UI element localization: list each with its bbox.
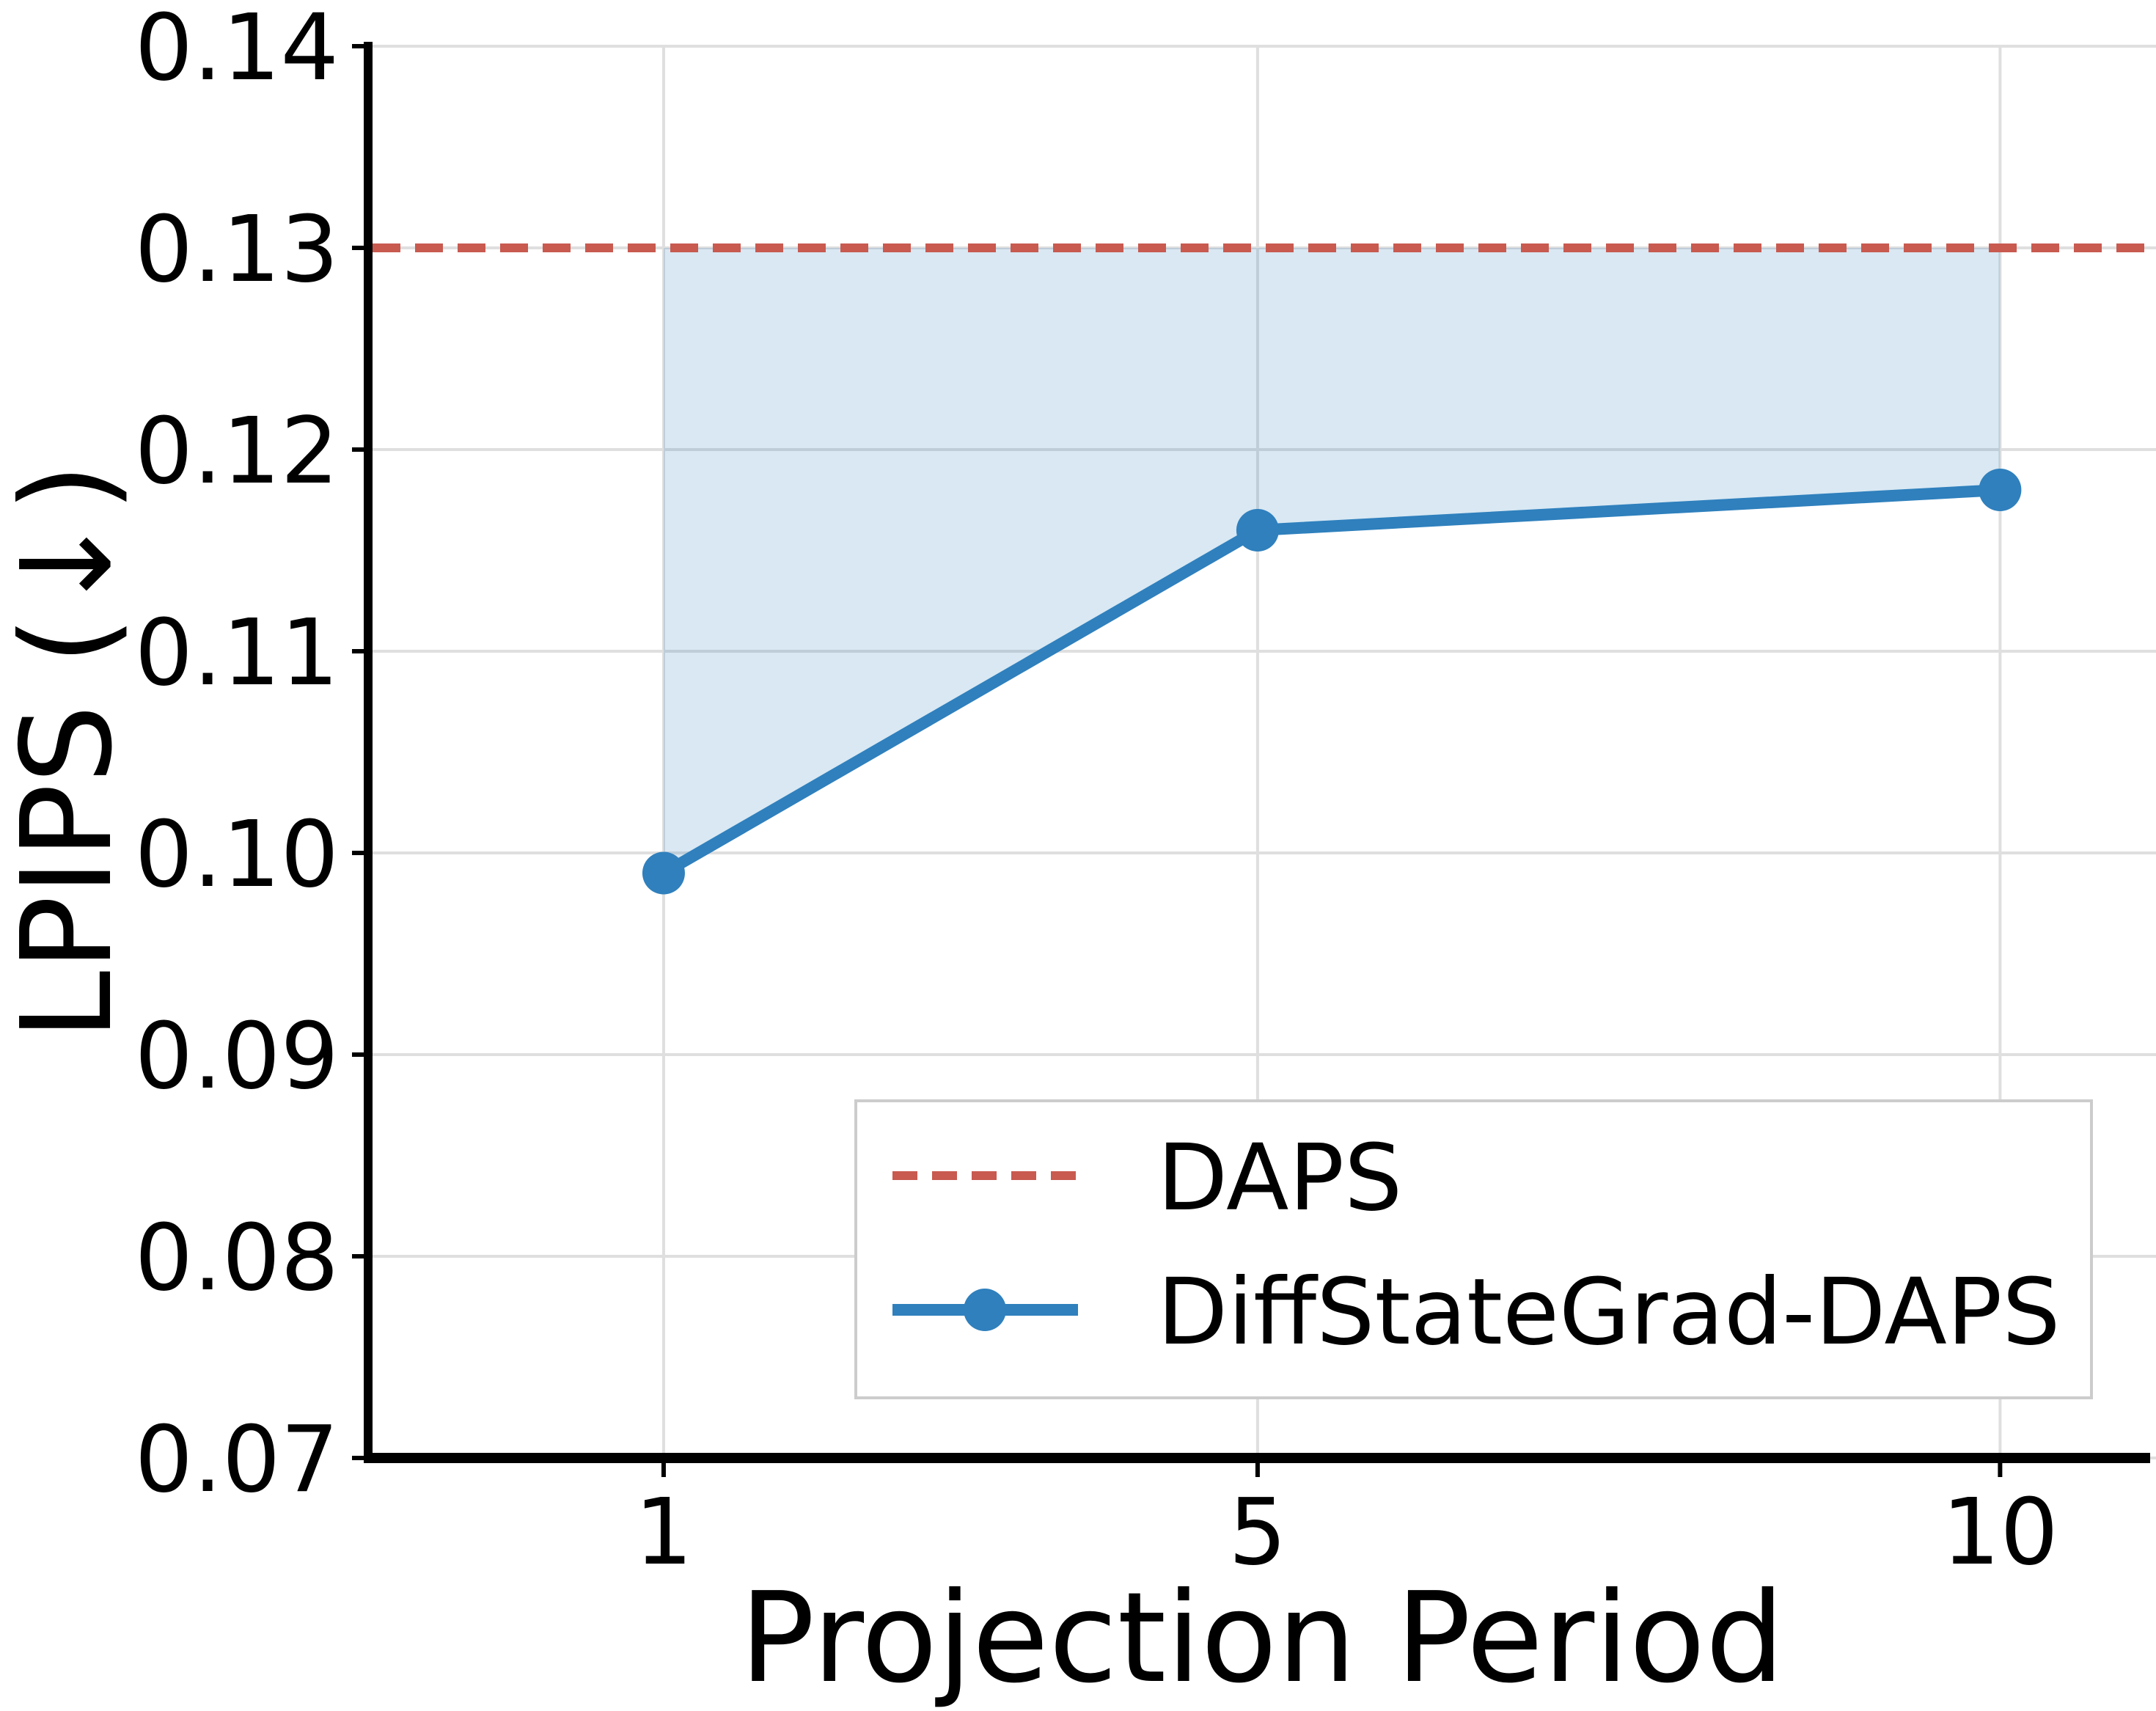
y-tick-label: 0.14	[135, 0, 339, 101]
axis-ticks	[352, 44, 2003, 1477]
legend-box	[854, 1099, 2093, 1399]
data-point	[1979, 469, 2022, 511]
y-tick-label: 0.07	[135, 1407, 339, 1513]
legend-label-daps: DAPS	[1157, 1125, 1402, 1231]
data-point	[642, 851, 685, 895]
x-tick-label: 10	[1942, 1479, 2058, 1586]
y-tick-label: 0.11	[135, 600, 339, 706]
legend-diffstategrad-marker	[964, 1289, 1006, 1331]
legend: DAPS DiffStateGrad-DAPS	[854, 1099, 2093, 1399]
y-tick-label: 0.13	[135, 197, 339, 303]
y-tick-label: 0.08	[135, 1205, 339, 1311]
y-tick-label: 0.12	[135, 398, 339, 505]
legend-label-diffstategrad: DiffStateGrad-DAPS	[1157, 1259, 2061, 1366]
fill-between-polygon	[664, 248, 2001, 873]
x-tick-label: 5	[1228, 1479, 1287, 1586]
axis-tick-labels: 0.07 0.08 0.09 0.10 0.11 0.12 0.13 0.14 1 5 10	[135, 0, 2058, 1586]
x-tick-label: 1	[634, 1479, 693, 1586]
y-tick-label: 0.10	[135, 802, 339, 908]
data-point-markers	[642, 469, 2022, 895]
shaded-gap-region	[664, 248, 2001, 873]
data-point	[1236, 509, 1279, 552]
y-tick-label: 0.09	[135, 1003, 339, 1110]
y-axis-label: LPIPS (↓)	[0, 464, 140, 1041]
x-axis-label: Projection Period	[740, 1566, 1785, 1711]
